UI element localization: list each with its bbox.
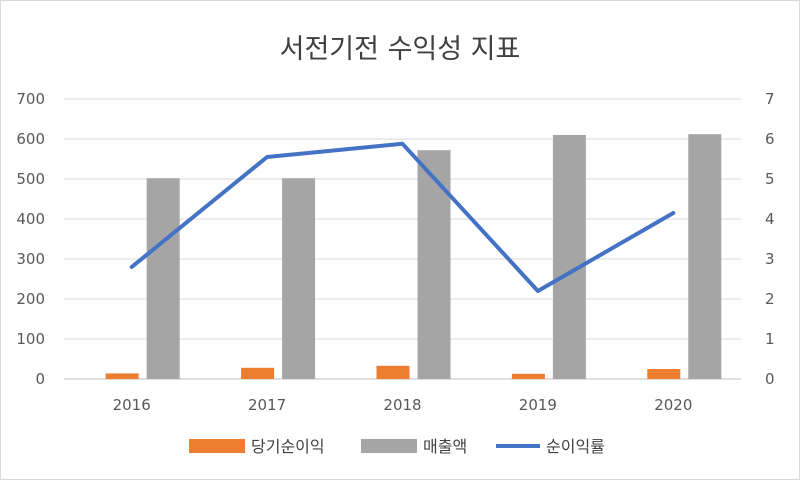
x-axis: 2016 2017 2018 2019 2020 [113,396,693,414]
legend: 당기순이익 매출액 순이익률 [189,437,605,456]
right-tick-label: 7 [765,90,775,108]
left-tick-label: 500 [16,170,45,188]
right-tick-label: 4 [765,210,775,228]
bar-net-income [512,374,545,379]
bar-sales [147,178,180,379]
legend-swatch [189,439,245,453]
right-tick-label: 0 [765,370,775,388]
left-tick-label: 200 [16,290,45,308]
bar-net-income [377,366,410,379]
x-tick-label: 2020 [654,396,692,414]
right-tick-label: 6 [765,130,775,148]
left-axis: 0 100 200 300 400 500 600 700 [16,90,45,388]
x-tick-label: 2018 [383,396,421,414]
left-tick-label: 300 [16,250,45,268]
legend-label: 당기순이익 [251,437,325,456]
bar-sales [282,178,315,379]
bar-net-income [241,368,274,379]
x-tick-label: 2016 [113,396,151,414]
legend-label: 매출액 [423,437,467,456]
bar-net-income [647,369,680,379]
bar-net-income [106,373,139,379]
left-tick-label: 100 [16,330,45,348]
left-tick-label: 400 [16,210,45,228]
line-net-margin [132,144,674,291]
bar-sales [553,135,586,379]
right-tick-label: 3 [765,250,775,268]
legend-label: 순이익률 [546,437,605,456]
bar-sales [688,134,721,379]
left-tick-label: 600 [16,130,45,148]
right-tick-label: 2 [765,290,775,308]
line-series [132,144,674,291]
bar-sales [418,150,451,379]
right-tick-label: 5 [765,170,775,188]
left-tick-label: 700 [16,90,45,108]
legend-swatch [361,439,417,453]
left-tick-label: 0 [35,370,45,388]
bars [106,134,722,379]
right-axis: 0 1 2 3 4 5 6 7 [765,90,775,388]
x-tick-label: 2019 [519,396,557,414]
x-tick-label: 2017 [248,396,286,414]
chart-title: 서전기전 수익성 지표 [280,34,521,65]
right-tick-label: 1 [765,330,775,348]
